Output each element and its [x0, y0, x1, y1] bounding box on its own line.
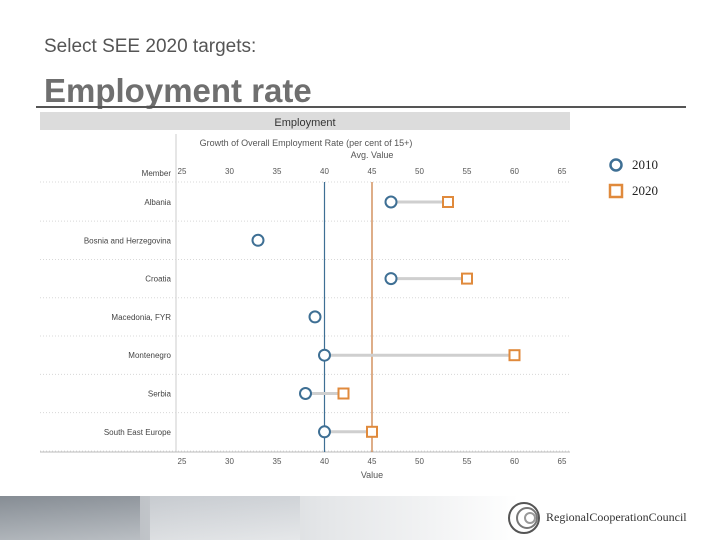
- chart-subtitle: Growth of Overall Employment Rate (per c…: [200, 138, 413, 148]
- bottom-tick-label: 45: [368, 457, 377, 466]
- category-label: Montenegro: [128, 351, 171, 360]
- data-point-2010: [384, 195, 398, 209]
- data-point-2020: [337, 387, 350, 400]
- top-tick-label: 30: [225, 167, 234, 176]
- bottom-tick-label: 35: [273, 457, 282, 466]
- top-axis-label: Avg. Value: [351, 150, 394, 160]
- bottom-tick-label: 65: [558, 457, 567, 466]
- employment-chart: Employment Growth of Overall Employment …: [40, 112, 572, 484]
- slide-title: Employment rate: [44, 72, 312, 109]
- data-point-2020: [366, 425, 378, 438]
- top-tick-label: 50: [415, 167, 424, 176]
- organization-name: RegionalCooperationCouncil: [546, 510, 687, 524]
- chart-title: Employment: [274, 117, 335, 129]
- bottom-tick-label: 55: [463, 457, 472, 466]
- legend-label-2010: 2010: [632, 157, 658, 172]
- data-point-2010: [384, 272, 398, 286]
- legend-item-2020: 2020: [608, 178, 658, 204]
- top-tick-label: 40: [320, 167, 329, 176]
- legend-label-2020: 2020: [632, 183, 658, 198]
- data-point-2020: [508, 349, 521, 362]
- axis-ticks: 25 25 30 30 35 35 40 40 45 45 50 50 55 55 60 60 65 65: [178, 167, 567, 466]
- category-label: Croatia: [145, 275, 171, 284]
- grid-layer: [40, 181, 570, 452]
- reference-lines: [323, 182, 373, 452]
- marks-layer: [251, 195, 521, 439]
- data-point-2010: [251, 233, 265, 247]
- data-point-2010: [318, 348, 331, 362]
- data-point-2010: [318, 425, 331, 439]
- legend-item-2010: 2010: [608, 152, 658, 178]
- top-tick-label: 25: [178, 167, 187, 176]
- top-tick-label: 45: [368, 167, 377, 176]
- category-label: South East Europe: [104, 428, 172, 437]
- rows-layer: Albania Bosnia and Herzegovina Croatia Mace…: [84, 198, 172, 437]
- footer-photo: [0, 496, 140, 540]
- square-marker-icon: [608, 183, 624, 199]
- top-tick-label: 65: [558, 167, 567, 176]
- top-tick-label: 55: [463, 167, 472, 176]
- bottom-tick-label: 25: [178, 457, 187, 466]
- bottom-tick-label: 40: [320, 457, 329, 466]
- data-point-2020: [461, 272, 473, 285]
- data-point-2020: [442, 196, 454, 208]
- data-point-2010: [299, 387, 312, 400]
- legend: 2010 2020: [608, 152, 658, 204]
- category-label: Bosnia and Herzegovina: [84, 236, 172, 245]
- footer-photo: [150, 496, 300, 540]
- footer-band: RegionalCooperationCouncil: [0, 496, 720, 540]
- title-rule: [36, 106, 686, 108]
- category-label: Albania: [144, 198, 171, 207]
- bottom-tick-label: 50: [415, 457, 424, 466]
- data-point-2010: [308, 310, 322, 324]
- row-header: Member: [142, 169, 172, 178]
- top-tick-label: 35: [273, 167, 282, 176]
- x-axis-label: Value: [361, 470, 383, 480]
- rcc-logo-icon: [508, 502, 540, 534]
- bottom-tick-label: 60: [510, 457, 519, 466]
- category-label: Macedonia, FYR: [111, 313, 171, 322]
- top-tick-label: 60: [510, 167, 519, 176]
- bottom-tick-label: 30: [225, 457, 234, 466]
- category-label: Serbia: [148, 390, 172, 399]
- employment-chart-svg: Employment Growth of Overall Employment …: [40, 112, 570, 480]
- chart-title-band: [40, 112, 570, 130]
- circle-marker-icon: [609, 158, 623, 172]
- slide-supertitle: Select SEE 2020 targets:: [44, 36, 257, 57]
